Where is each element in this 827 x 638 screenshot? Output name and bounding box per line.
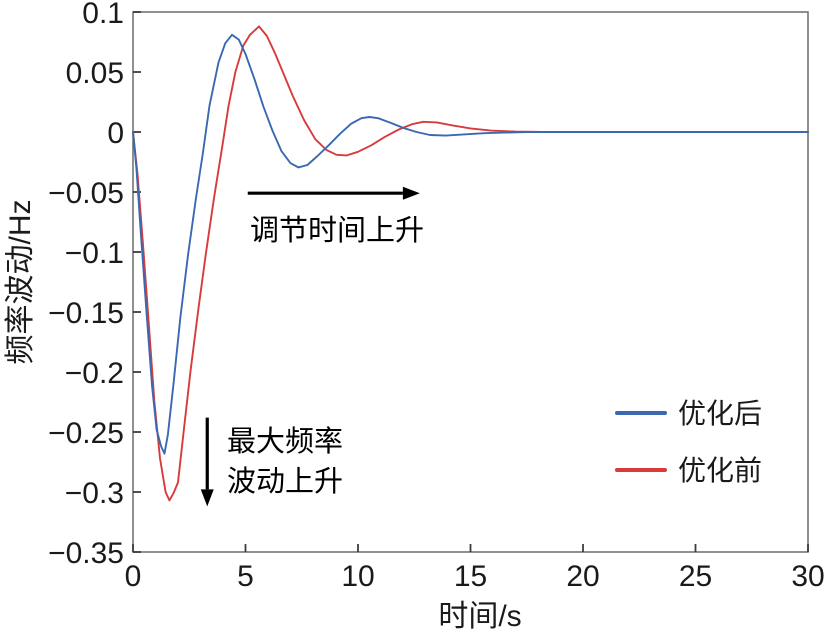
- x-tick-label: 5: [237, 560, 254, 593]
- x-tick-label: 10: [341, 560, 374, 593]
- max-deviation-annotation-text: 波动上升: [227, 465, 343, 498]
- max-deviation-arrow-head: [200, 489, 214, 507]
- y-tick-label: −0.3: [65, 477, 124, 510]
- legend-label: 优化前: [678, 455, 762, 486]
- settling-time-arrow-head: [402, 186, 420, 200]
- x-tick-label: 15: [454, 560, 487, 593]
- x-axis-label: 时间/s: [438, 600, 521, 633]
- y-tick-label: −0.1: [65, 237, 124, 270]
- settling-time-annotation-text: 调节时间上升: [250, 214, 424, 247]
- x-tick-label: 30: [791, 560, 824, 593]
- series-line-优化后: [132, 33, 809, 455]
- x-tick-label: 25: [679, 560, 712, 593]
- y-axis-label: 频率波动/Hz: [4, 200, 37, 365]
- series-line-优化前: [132, 25, 809, 502]
- y-tick-label: −0.25: [48, 417, 124, 450]
- y-tick-label: −0.2: [65, 357, 124, 390]
- legend-label: 优化后: [678, 398, 762, 429]
- y-tick-label: 0.05: [66, 57, 124, 90]
- y-tick-label: −0.35: [48, 537, 124, 570]
- y-tick-label: 0: [107, 117, 124, 150]
- y-tick-label: −0.05: [48, 177, 124, 210]
- x-tick-label: 20: [566, 560, 599, 593]
- max-deviation-annotation-text: 最大频率: [227, 425, 343, 458]
- y-tick-label: 0.1: [82, 0, 124, 30]
- x-tick-label: 0: [125, 560, 142, 593]
- y-tick-label: −0.15: [48, 297, 124, 330]
